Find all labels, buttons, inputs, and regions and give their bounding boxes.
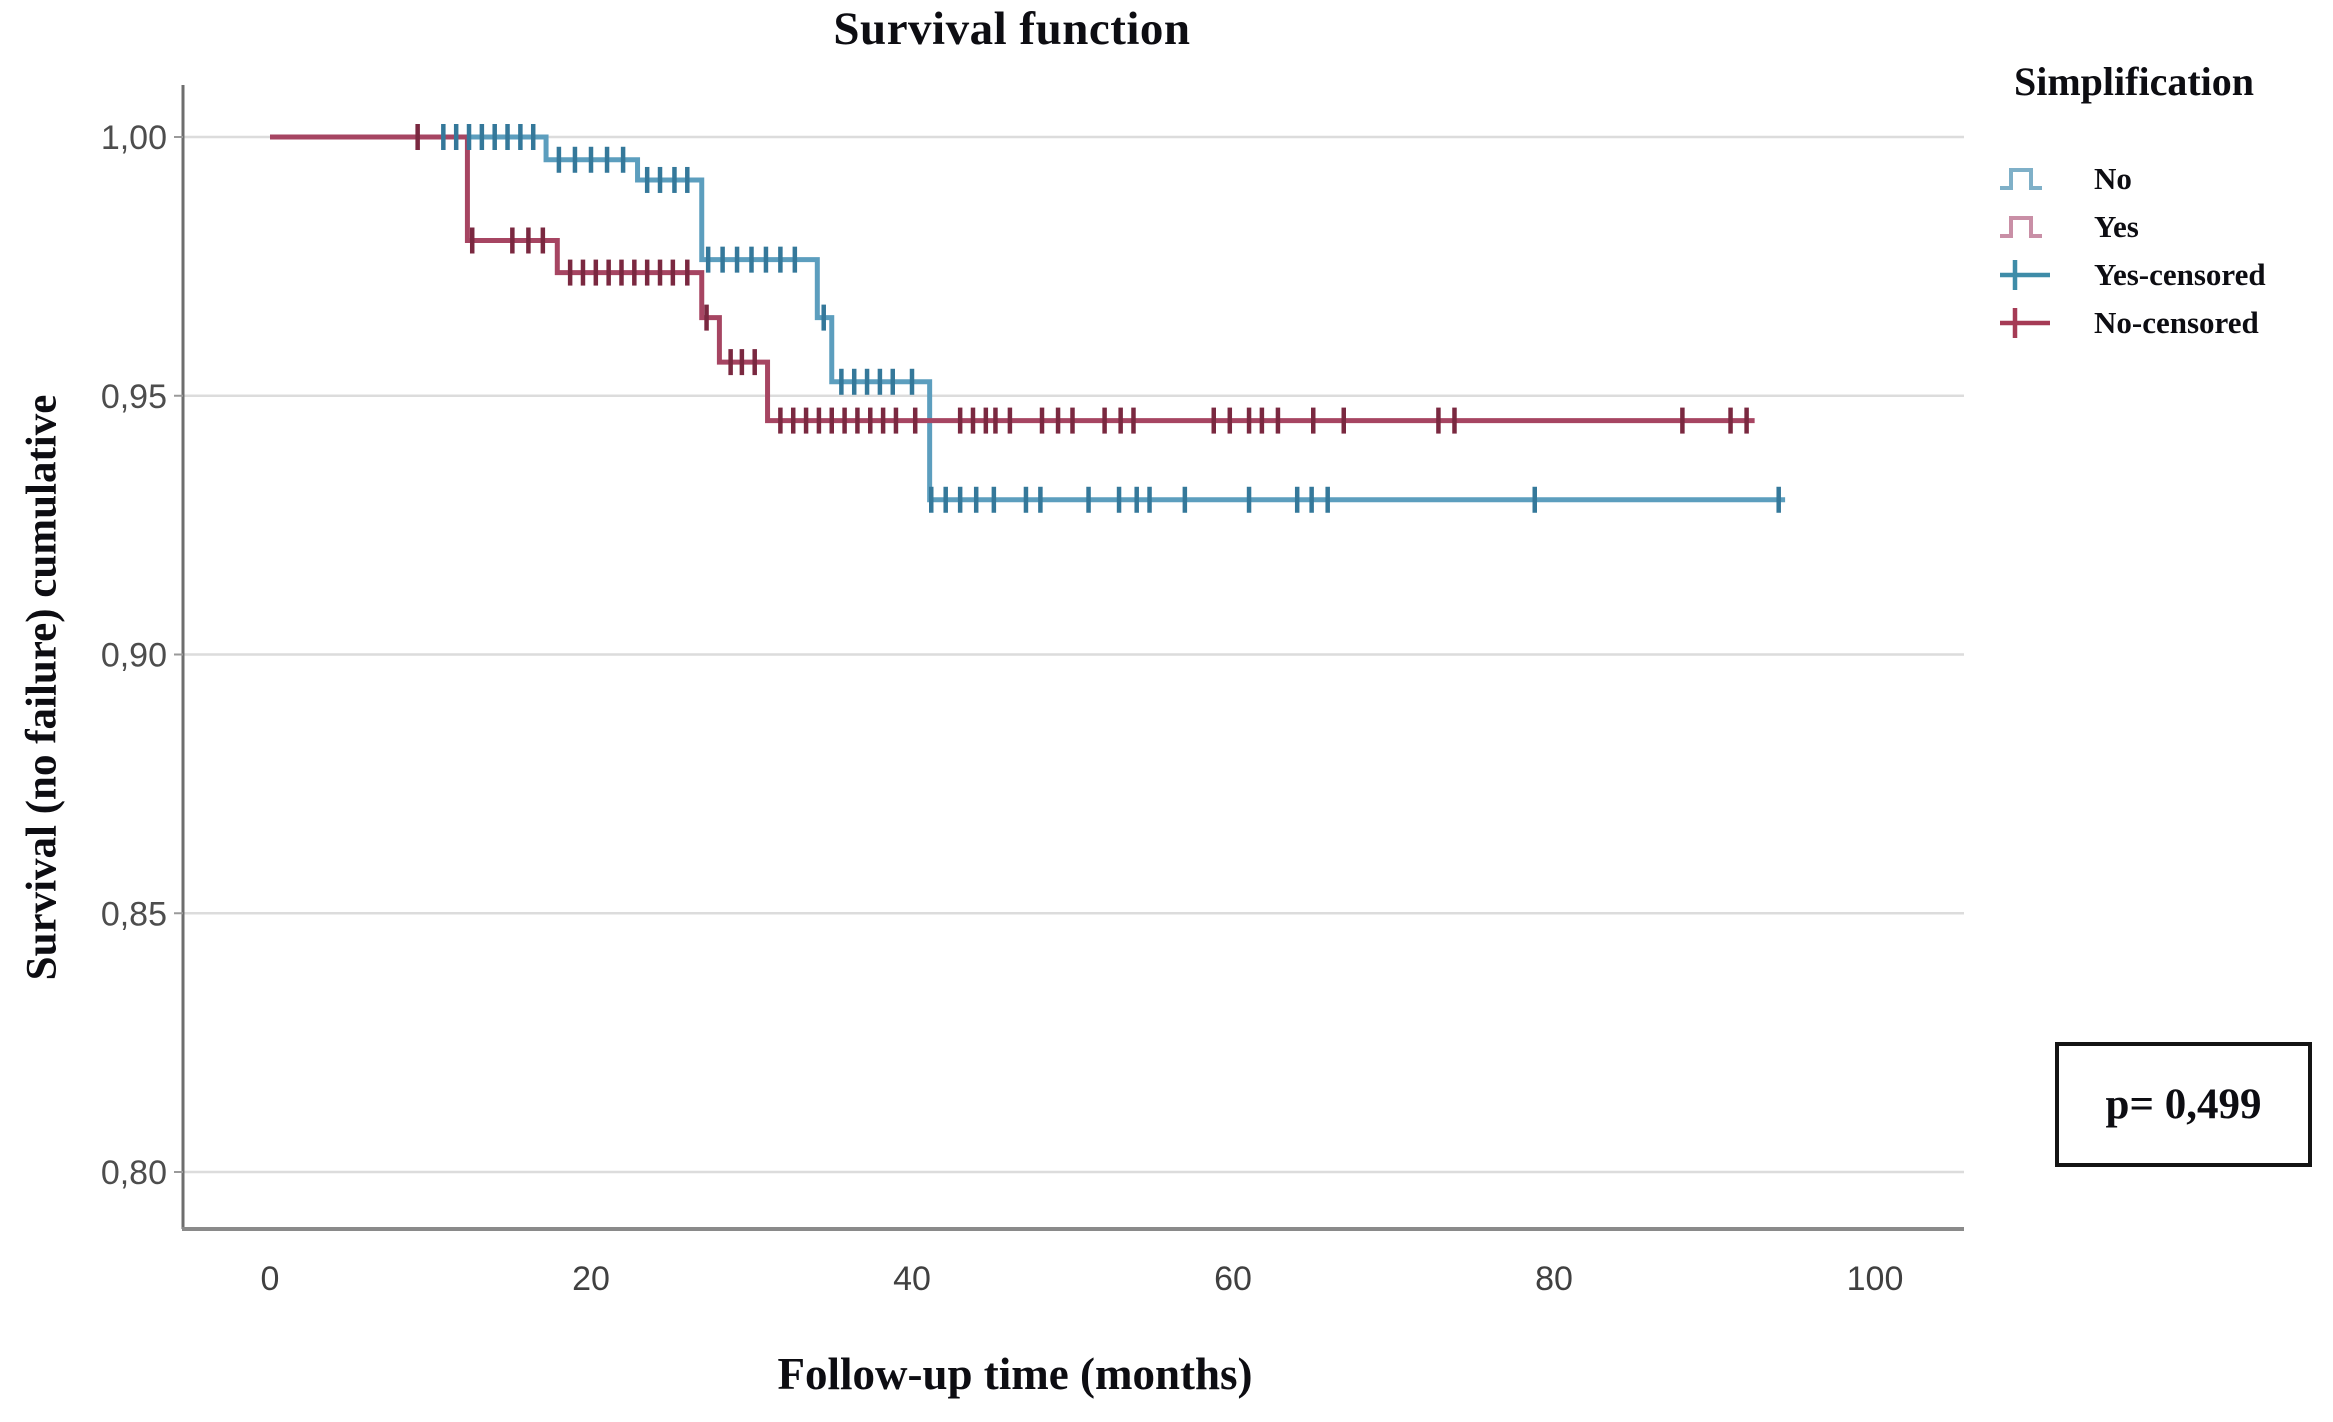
svg-text:40: 40 [893, 1260, 931, 1298]
legend-title: Simplification [2014, 59, 2255, 104]
legend-item-label: No-censored [2094, 305, 2259, 340]
svg-text:100: 100 [1847, 1260, 1904, 1298]
svg-text:0,80: 0,80 [101, 1154, 167, 1192]
legend-items: No Yes Yes-censored No-censored [1992, 155, 2333, 347]
p-value-text: p= 0,499 [2105, 1081, 2262, 1128]
svg-text:0,85: 0,85 [101, 895, 167, 933]
chart-title: Survival function [833, 3, 1191, 55]
legend-item-label: Yes [2094, 209, 2139, 244]
p-value-box: p= 0,499 [2055, 1042, 2312, 1167]
censored-plus-icon [2000, 308, 2050, 338]
legend-item-no: No [1992, 155, 2333, 203]
step-line-icon [2000, 168, 2042, 190]
svg-text:0,95: 0,95 [101, 378, 167, 416]
step-line-icon [2000, 216, 2042, 238]
svg-text:1,00: 1,00 [101, 119, 167, 157]
legend-item-label: Yes-censored [2094, 257, 2266, 292]
censored-plus-icon [2000, 260, 2050, 290]
legend-item-yes: Yes [1992, 203, 2333, 251]
legend-item-label: No [2094, 161, 2132, 196]
svg-text:60: 60 [1214, 1260, 1252, 1298]
svg-text:0,90: 0,90 [101, 637, 167, 675]
legend-item-no-censored: No-censored [1992, 299, 2333, 347]
legend-item-yes-censored: Yes-censored [1992, 251, 2333, 299]
svg-text:20: 20 [572, 1260, 610, 1298]
svg-text:80: 80 [1535, 1260, 1573, 1298]
legend: Simplification No Yes Yes-censored No-ce… [1992, 58, 2333, 347]
svg-text:0: 0 [261, 1260, 280, 1298]
x-axis-label: Follow-up time (months) [777, 1349, 1253, 1399]
